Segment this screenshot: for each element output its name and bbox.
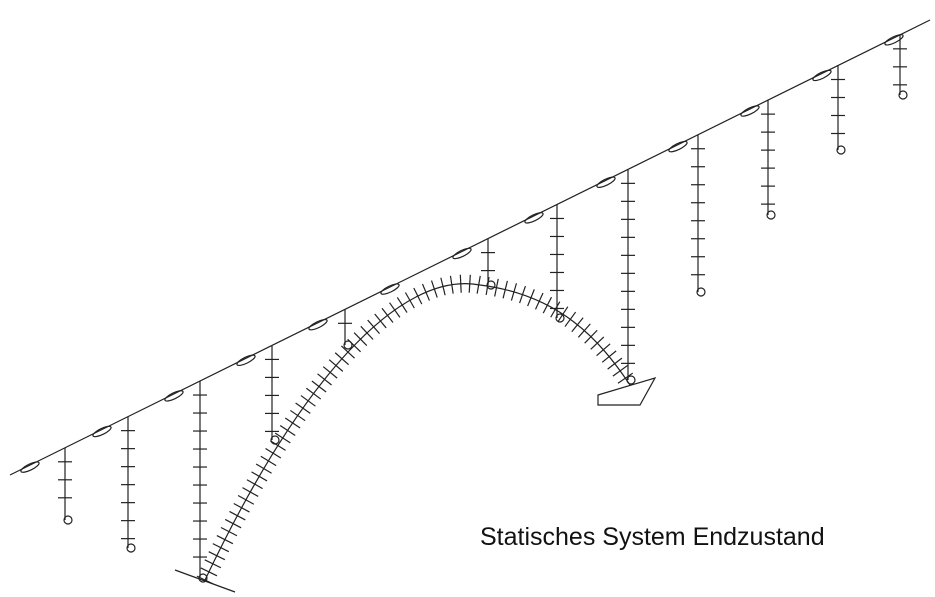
deck-node <box>884 33 905 47</box>
deck-node <box>668 140 689 154</box>
deck-node <box>236 353 257 367</box>
deck-node <box>740 104 761 118</box>
deck-node <box>524 211 545 225</box>
deck-node <box>20 460 41 474</box>
arch-support <box>598 378 655 405</box>
deck-node <box>452 246 473 260</box>
deck-node <box>596 175 617 189</box>
deck-node <box>308 318 329 332</box>
structure <box>10 20 930 592</box>
deck-node <box>380 282 401 296</box>
deck <box>10 20 930 475</box>
deck-node <box>92 424 113 438</box>
caption: Statisches System Endzustand <box>480 523 825 551</box>
structural-diagram: Statisches System Endzustand <box>0 0 935 597</box>
deck-node <box>812 68 833 82</box>
base-support <box>175 570 235 592</box>
deck-node <box>164 389 185 403</box>
